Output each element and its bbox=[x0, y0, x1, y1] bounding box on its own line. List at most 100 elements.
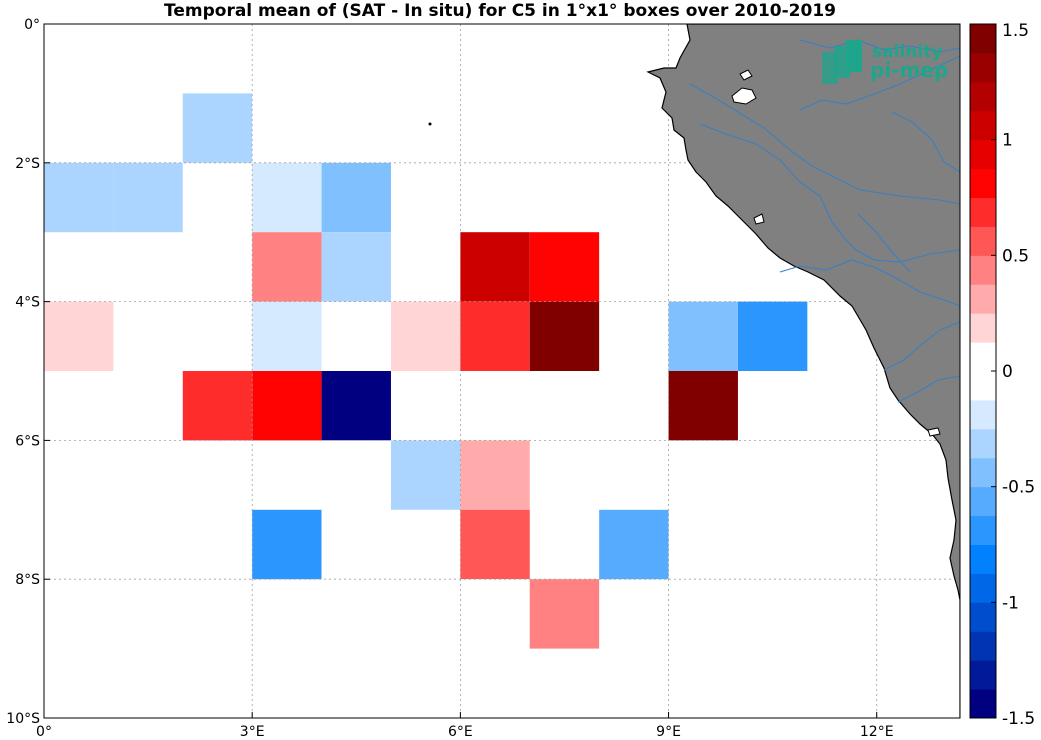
colorbar-segment bbox=[970, 255, 996, 285]
heatmap-cell bbox=[182, 93, 253, 163]
island bbox=[731, 87, 757, 105]
heatmap-cell bbox=[529, 579, 600, 649]
heatmap-cell bbox=[252, 24, 322, 94]
colorbar-tick-label: 0 bbox=[1002, 362, 1013, 382]
heatmap-cell bbox=[668, 371, 738, 441]
heatmap-cell bbox=[460, 440, 530, 510]
colorbar-segment bbox=[970, 313, 996, 343]
y-tick-label: 10°S bbox=[6, 711, 40, 727]
logo: salinity pi-mep bbox=[822, 40, 948, 84]
heatmap-cell bbox=[390, 301, 461, 371]
colorbar-segment bbox=[970, 226, 996, 256]
island bbox=[927, 427, 941, 437]
heatmap-cell bbox=[182, 509, 253, 580]
colorbar-segment bbox=[970, 689, 996, 719]
heatmap-cells bbox=[44, 24, 808, 649]
colorbar-tick-label: 1 bbox=[1002, 131, 1013, 151]
y-tick-label: 2°S bbox=[15, 156, 40, 172]
river bbox=[779, 259, 960, 307]
island bbox=[753, 213, 765, 225]
colorbar-tick-label: 0.5 bbox=[1002, 246, 1029, 266]
colorbar-tick-label: 1.5 bbox=[1002, 21, 1029, 41]
heatmap-cell bbox=[529, 232, 600, 302]
colorbar-segment bbox=[970, 81, 996, 112]
heatmap-cell bbox=[529, 301, 600, 371]
heatmap-cell bbox=[44, 162, 114, 233]
river bbox=[799, 39, 960, 53]
colorbar-segment bbox=[970, 660, 996, 690]
x-axis: 0° 3°E 6°E 9°E 12°E bbox=[36, 712, 894, 740]
y-tick-label: 8°S bbox=[15, 572, 40, 588]
colorbar-segment bbox=[970, 371, 996, 401]
y-tick-label: 0° bbox=[24, 17, 40, 33]
colorbar-tick-label: -0.5 bbox=[1002, 478, 1035, 498]
heatmap-cell bbox=[321, 440, 391, 510]
colorbar-segment bbox=[970, 399, 996, 430]
heatmap-cell bbox=[252, 301, 322, 371]
logo-icon bbox=[822, 40, 862, 84]
x-tick-label: 9°E bbox=[656, 724, 681, 740]
logo-line2: pi-mep bbox=[870, 58, 948, 82]
plot-frame bbox=[43, 23, 961, 719]
colorbar-segment bbox=[970, 342, 996, 372]
heatmap-cell bbox=[668, 301, 738, 371]
heatmap-cell bbox=[737, 301, 808, 371]
river bbox=[883, 321, 960, 371]
colorbar-segment bbox=[970, 573, 996, 603]
heatmap-cell bbox=[321, 162, 391, 233]
colorbar-segment bbox=[970, 602, 996, 632]
y-tick-label: 4°S bbox=[15, 295, 40, 311]
heatmap-cell bbox=[252, 232, 322, 302]
x-tick-label: 6°E bbox=[448, 724, 473, 740]
x-tick-label: 0° bbox=[36, 724, 52, 740]
river bbox=[689, 83, 960, 205]
heatmap-cell bbox=[252, 93, 322, 163]
colorbar-segment bbox=[970, 428, 996, 459]
heatmap-cell bbox=[460, 579, 530, 649]
colorbar bbox=[969, 23, 997, 719]
island bbox=[739, 69, 753, 81]
colorbar-segment bbox=[970, 52, 996, 83]
colorbar-segment bbox=[970, 197, 996, 227]
river bbox=[891, 111, 960, 173]
river bbox=[897, 375, 960, 403]
land-group bbox=[646, 24, 960, 718]
logo-line1: salinity bbox=[872, 42, 942, 62]
colorbar-segment bbox=[970, 168, 996, 198]
heatmap-cell bbox=[321, 371, 391, 441]
heatmap-cell bbox=[252, 509, 322, 580]
colorbar-ticks: 1.5 1 0.5 0 -0.5 -1 -1.5 bbox=[991, 21, 1035, 729]
colorbar-segment bbox=[970, 631, 996, 661]
x-tick-label: 12°E bbox=[860, 724, 894, 740]
map-title: Temporal mean of (SAT - In situ) for C5 … bbox=[164, 1, 836, 21]
river bbox=[857, 213, 911, 273]
heatmap-cell bbox=[321, 509, 391, 580]
colorbar-segment bbox=[970, 284, 996, 314]
heatmap-cell bbox=[390, 440, 461, 510]
colorbar-segment bbox=[970, 544, 996, 574]
colorbar-tick-label: -1 bbox=[1002, 593, 1019, 613]
river bbox=[699, 123, 960, 263]
y-axis: 0° 2°S 4°S 6°S 8°S 10°S bbox=[6, 17, 50, 727]
heatmap-cell bbox=[599, 509, 669, 580]
heatmap-cell bbox=[252, 371, 322, 441]
heatmap-cell bbox=[460, 301, 530, 371]
heatmap-cell bbox=[321, 232, 391, 302]
islet-dot bbox=[428, 122, 432, 126]
x-tick-label: 3°E bbox=[240, 724, 265, 740]
heatmap-cell bbox=[460, 509, 530, 580]
heatmap-cell bbox=[252, 162, 322, 233]
heatmap-cell bbox=[460, 232, 530, 302]
heatmap-cell bbox=[44, 579, 114, 649]
colorbar-segment bbox=[970, 486, 996, 517]
land-mass bbox=[646, 24, 960, 718]
heatmap-cell bbox=[182, 371, 253, 441]
colorbar-segment bbox=[970, 110, 996, 141]
colorbar-tick-label: -1.5 bbox=[1002, 709, 1035, 729]
river bbox=[799, 55, 960, 111]
colorbar-segment bbox=[970, 457, 996, 488]
heatmap-cell bbox=[44, 301, 114, 371]
colorbar-segment bbox=[970, 139, 996, 170]
heatmap-cell bbox=[113, 162, 183, 233]
